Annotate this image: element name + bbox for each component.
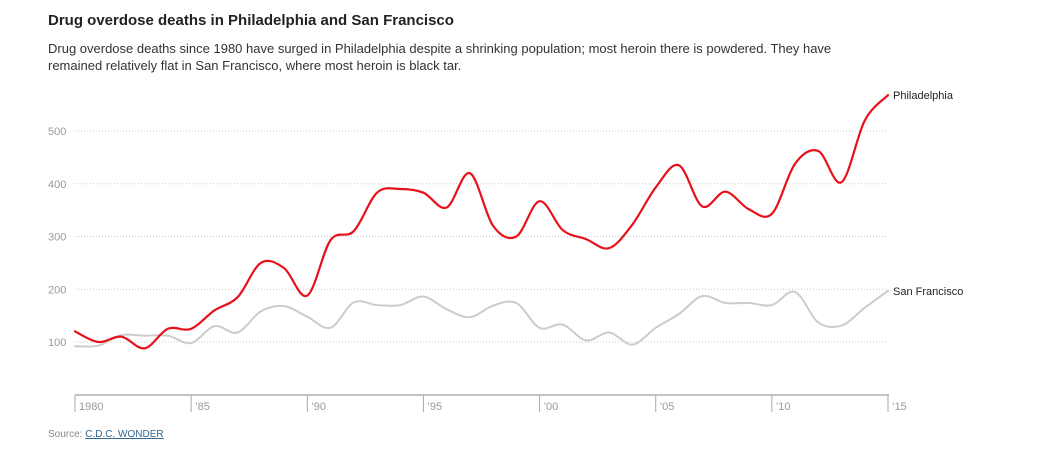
chart-title: Drug overdose deaths in Philadelphia and… — [48, 12, 454, 29]
series-lines — [73, 94, 890, 350]
x-tick-label: ’90 — [311, 401, 326, 413]
x-tick-label: ’00 — [544, 401, 559, 413]
x-tick-label: ’15 — [892, 401, 907, 413]
x-axis: 1980 ’85 ’90 ’95 ’00 ’05 ’10 ’15 — [74, 394, 907, 413]
y-tick-label: 500 — [48, 126, 66, 138]
x-tick-label: 1980 — [79, 401, 103, 413]
y-tick-label: 200 — [48, 284, 66, 296]
y-tick-label: 100 — [48, 337, 66, 349]
chart-subtitle: Drug overdose deaths since 1980 have sur… — [48, 41, 832, 73]
series-label-philadelphia: Philadelphia — [893, 90, 954, 102]
y-tick-label: 300 — [48, 232, 66, 244]
source-label: Source: — [48, 429, 83, 440]
x-tick-label: ’05 — [660, 401, 675, 413]
series-labels: San Francisco Philadelphia — [893, 90, 963, 298]
series-label-san-francisco: San Francisco — [893, 286, 963, 298]
source-note: Source: C.D.C. WONDER — [48, 429, 164, 440]
series-line-san-francisco — [74, 289, 889, 348]
x-tick-label: ’10 — [776, 401, 791, 413]
series-line-philadelphia — [73, 94, 890, 350]
x-tick-label: ’85 — [195, 401, 210, 413]
x-tick-label: ’95 — [427, 401, 442, 413]
gridlines: 100 200 300 400 500 — [48, 126, 888, 349]
y-tick-label: 400 — [48, 179, 66, 191]
source-link[interactable]: C.D.C. WONDER — [85, 429, 164, 440]
